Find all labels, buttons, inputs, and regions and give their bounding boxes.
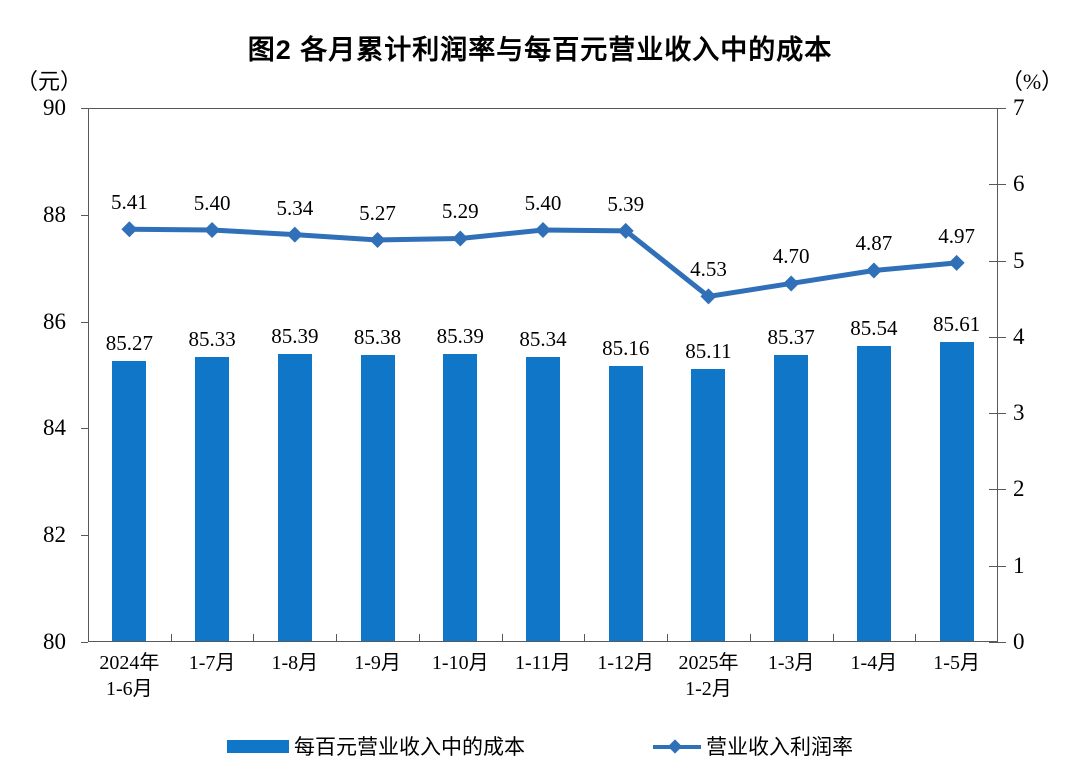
bar — [277, 354, 312, 641]
line-value-label: 4.70 — [772, 244, 810, 269]
x-axis-label: 2025年 1-2月 — [678, 652, 739, 700]
y-axis-tick-label-left: 86 — [43, 308, 66, 334]
bar — [691, 369, 726, 641]
line-value-label: 5.27 — [359, 200, 396, 225]
x-axis-label: 1-10月 — [431, 652, 489, 674]
bar-value-label: 85.16 — [602, 336, 650, 361]
bar-value-label: 85.54 — [850, 316, 898, 341]
y-axis-tick-label-right: 2 — [1013, 476, 1025, 502]
x-axis-label: 1-9月 — [354, 652, 401, 674]
bar — [774, 355, 809, 641]
bar — [195, 357, 230, 641]
bar-value-label: 85.61 — [933, 312, 981, 337]
chart-title: 图2 各月累计利润率与每百元营业收入中的成本 — [247, 35, 833, 65]
y-axis-tick-label-left: 82 — [43, 522, 66, 548]
bar — [526, 356, 560, 641]
legend-item-profit-rate: 营业收入利润率 — [653, 731, 853, 761]
line-value-label: 5.40 — [524, 191, 562, 216]
x-axis-label: 1-4月 — [850, 652, 898, 674]
y-axis-tick-left — [81, 108, 88, 109]
line-value-label: 4.87 — [855, 231, 893, 256]
y-axis-tick-label-left: 80 — [43, 629, 66, 654]
y-axis-tick-right — [989, 642, 1006, 643]
legend-label-cost: 每百元营业收入中的成本 — [294, 735, 525, 759]
y-axis-tick-left — [81, 642, 88, 643]
bar — [443, 354, 478, 641]
y-axis-tick-left — [81, 214, 88, 216]
x-axis-label: 1-8月 — [271, 652, 319, 674]
line-value-label: 5.29 — [441, 199, 479, 224]
bar-value-label: 85.33 — [188, 327, 236, 352]
legend-item-cost: 每百元营业收入中的成本 — [227, 731, 525, 761]
right-axis-unit: （%） — [1000, 69, 1064, 94]
x-axis-tick — [170, 634, 172, 642]
y-axis-tick-label-left: 84 — [43, 415, 66, 441]
bar-value-label: 85.27 — [105, 330, 153, 355]
bar-value-label: 85.39 — [436, 324, 484, 349]
x-axis-tick — [832, 634, 834, 642]
x-axis-label: 1-3月 — [767, 652, 815, 674]
x-axis-label: 1-11月 — [515, 652, 571, 674]
bar-value-label: 85.11 — [685, 339, 732, 364]
legend: 每百元营业收入中的成本 营业收入利润率 — [0, 731, 1080, 761]
y-axis-tick-label-right: 4 — [1013, 323, 1025, 349]
line-value-label: 5.40 — [193, 191, 231, 216]
x-axis-label: 1-12月 — [597, 652, 655, 674]
y-axis-tick-right — [989, 108, 1006, 109]
y-axis-tick-label-right: 0 — [1013, 629, 1025, 654]
y-axis-tick-label-right: 7 — [1013, 95, 1025, 120]
legend-line-swatch — [653, 738, 701, 754]
y-axis-tick-label-right: 6 — [1013, 171, 1025, 197]
line-value-label: 5.41 — [110, 190, 148, 215]
y-axis-tick-left — [81, 535, 88, 537]
line-value-label: 4.97 — [938, 223, 975, 248]
left-axis-unit: （元） — [15, 69, 82, 94]
x-axis-label: 1-5月 — [933, 652, 980, 674]
line-value-label: 5.34 — [276, 195, 314, 220]
y-axis-tick-right — [989, 565, 1006, 567]
bar — [939, 342, 974, 641]
bar-value-label: 85.38 — [353, 324, 402, 349]
bar — [608, 366, 643, 641]
x-axis-label: 1-7月 — [188, 652, 236, 674]
x-axis-tick — [336, 634, 338, 642]
y-axis-tick-label-right: 5 — [1013, 247, 1025, 273]
y-axis-tick-label-right: 1 — [1013, 552, 1025, 578]
bar-value-label: 85.34 — [519, 326, 567, 351]
bar — [112, 360, 147, 641]
y-axis-tick-label-left: 88 — [43, 201, 66, 227]
legend-bar-swatch — [227, 739, 289, 753]
line-value-label: 4.53 — [690, 257, 727, 282]
y-axis-tick-right — [989, 336, 1006, 338]
x-axis-tick — [253, 634, 255, 642]
y-axis-tick-right — [989, 489, 1006, 491]
y-axis-tick-label-left: 90 — [43, 95, 66, 120]
y-axis-tick-left — [81, 321, 88, 323]
bar — [360, 354, 395, 641]
y-axis-tick-left — [81, 428, 88, 430]
bar — [856, 346, 891, 641]
bar-value-label: 85.37 — [767, 325, 815, 350]
y-axis-tick-right — [989, 413, 1006, 415]
y-axis-tick-right — [989, 184, 1006, 186]
legend-diamond-marker-icon — [667, 738, 683, 754]
y-axis-tick-right — [989, 260, 1006, 262]
line-value-label: 5.39 — [607, 191, 645, 216]
x-axis-tick — [667, 634, 669, 642]
x-axis-tick — [501, 634, 503, 642]
y-axis-tick-label-right: 3 — [1013, 400, 1025, 426]
x-axis-tick — [418, 634, 420, 642]
x-axis-tick — [749, 634, 751, 642]
x-axis-tick — [915, 634, 917, 642]
bar-value-label: 85.39 — [271, 324, 319, 349]
legend-label-profit-rate: 营业收入利润率 — [706, 735, 853, 759]
x-axis-label: 2024年 1-6月 — [99, 652, 160, 700]
x-axis-tick — [584, 634, 586, 642]
